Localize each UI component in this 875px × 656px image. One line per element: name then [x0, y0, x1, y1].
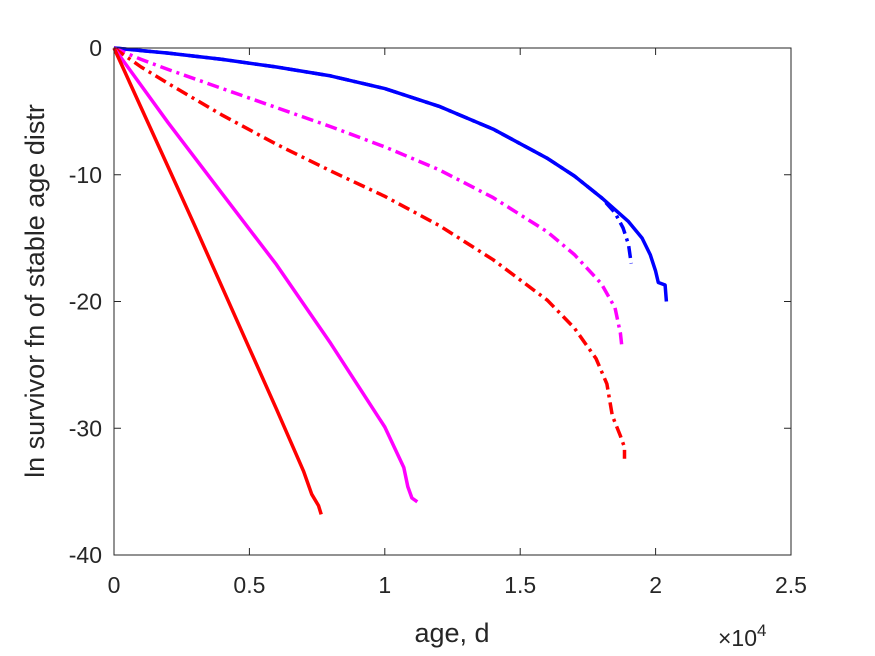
y-tick-label: -40 — [69, 542, 102, 568]
x-tick-label: 1.5 — [504, 572, 536, 598]
x-axis-multiplier-exponent: 4 — [757, 621, 766, 640]
x-axis-multiplier: ×104 — [718, 621, 766, 651]
series-line-6 — [112, 47, 323, 515]
y-tick-label: -10 — [69, 162, 102, 188]
x-tick-label: 2.5 — [775, 572, 807, 598]
x-axis-label: age, d — [414, 618, 489, 648]
y-tick-label: -20 — [69, 289, 102, 315]
y-tick-label: 0 — [89, 35, 102, 61]
y-tick-label: -30 — [69, 415, 102, 441]
series-line-5 — [112, 46, 419, 504]
plot-area — [114, 48, 791, 555]
x-tick-label: 1 — [378, 572, 391, 598]
tick-layer: 0 0.5 1 1.5 2 2.5 0 -10 -20 -30 -40 — [69, 35, 807, 598]
x-tick-label: 2 — [649, 572, 662, 598]
x-tick-label: 0 — [108, 572, 121, 598]
series-line-4 — [112, 46, 627, 459]
x-axis-multiplier-base: ×10 — [718, 625, 757, 651]
x-tick-label: 0.5 — [233, 572, 265, 598]
y-axis-label: ln survivor fn of stable age distr — [20, 104, 50, 478]
series-line-2 — [113, 46, 633, 264]
series-layer — [112, 46, 669, 515]
series-line-3 — [113, 46, 624, 347]
